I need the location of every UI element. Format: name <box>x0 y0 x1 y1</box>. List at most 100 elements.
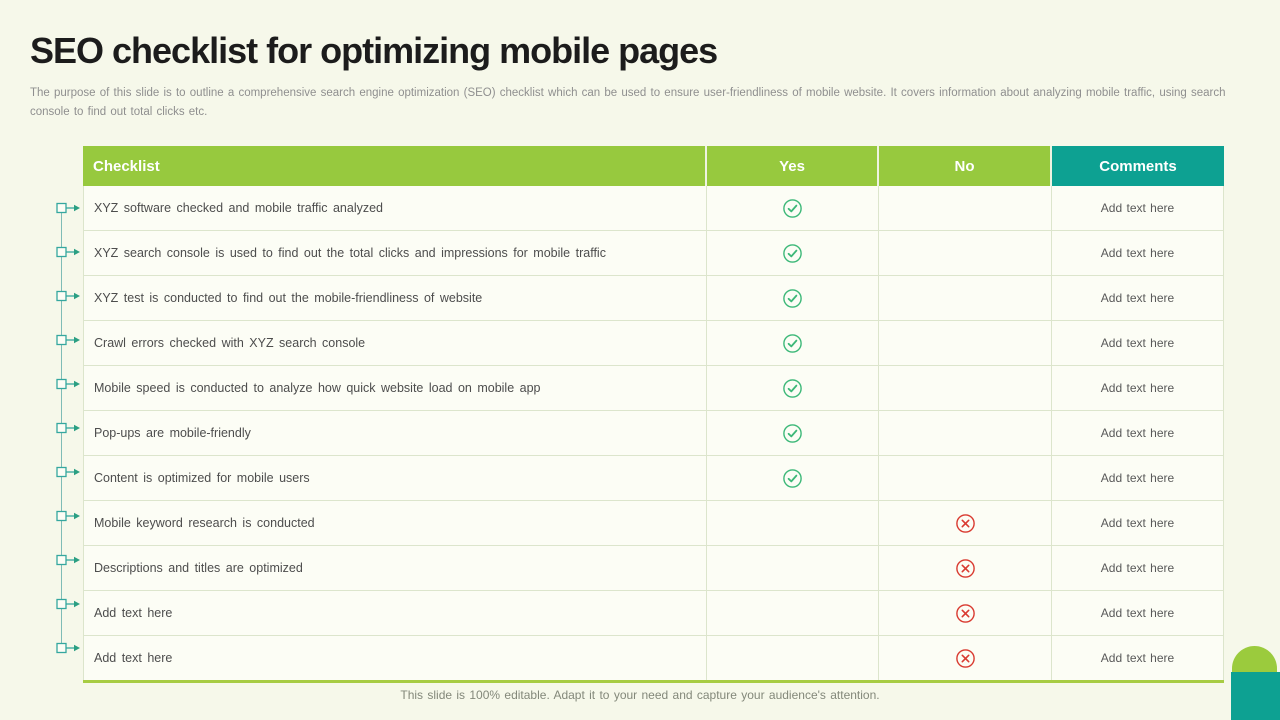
cross-circle-icon <box>955 648 976 669</box>
comment-cell[interactable]: Add text here <box>1052 591 1224 635</box>
checklist-cell[interactable]: XYZ software checked and mobile traffic … <box>83 186 707 230</box>
square-arrow-icon <box>56 466 82 478</box>
header-cell-no: No <box>879 146 1052 186</box>
comment-cell-text: Add text here <box>1100 381 1175 395</box>
comment-cell[interactable]: Add text here <box>1052 321 1224 365</box>
checklist-cell[interactable]: Mobile keyword research is conducted <box>83 501 707 545</box>
no-cell[interactable] <box>879 276 1052 320</box>
check-circle-icon <box>782 243 803 264</box>
square-arrow-icon <box>56 246 82 258</box>
corner-semicircle-shape <box>1232 646 1277 673</box>
checklist-cell[interactable]: Descriptions and titles are optimized <box>83 546 707 590</box>
checklist-cell[interactable]: Crawl errors checked with XYZ search con… <box>83 321 707 365</box>
comment-cell[interactable]: Add text here <box>1052 231 1224 275</box>
footer-note: This slide is 100% editable. Adapt it to… <box>400 688 880 702</box>
no-cell[interactable] <box>879 501 1052 545</box>
row-label: Add text here <box>94 651 173 665</box>
comment-cell[interactable]: Add text here <box>1052 546 1224 590</box>
no-cell[interactable] <box>879 456 1052 500</box>
row-label: Mobile speed is conducted to analyze how… <box>94 381 541 395</box>
table-row: Add text here Add text here <box>83 591 1224 636</box>
comment-cell[interactable]: Add text here <box>1052 186 1224 230</box>
yes-cell[interactable] <box>707 501 879 545</box>
checklist-cell[interactable]: Add text here <box>83 636 707 680</box>
cross-circle-icon <box>955 513 976 534</box>
comment-cell-text: Add text here <box>1100 426 1175 440</box>
comment-cell[interactable]: Add text here <box>1052 411 1224 455</box>
row-label: Descriptions and titles are optimized <box>94 561 303 575</box>
yes-cell[interactable] <box>707 186 879 230</box>
yes-cell[interactable] <box>707 546 879 590</box>
row-label: XYZ search console is used to find out t… <box>94 246 606 260</box>
square-arrow-icon <box>56 554 82 566</box>
table-row: Content is optimized for mobile users Ad… <box>83 456 1224 501</box>
no-cell[interactable] <box>879 321 1052 365</box>
table-row: XYZ software checked and mobile traffic … <box>83 186 1224 231</box>
cross-circle-icon <box>955 558 976 579</box>
yes-cell[interactable] <box>707 591 879 635</box>
comment-cell[interactable]: Add text here <box>1052 636 1224 680</box>
comment-cell-text: Add text here <box>1100 471 1175 485</box>
checklist-cell[interactable]: Mobile speed is conducted to analyze how… <box>83 366 707 410</box>
row-markers <box>52 146 83 680</box>
check-circle-icon <box>782 468 803 489</box>
table-row: Descriptions and titles are optimized Ad… <box>83 546 1224 591</box>
cross-circle-icon <box>955 603 976 624</box>
comment-cell[interactable]: Add text here <box>1052 276 1224 320</box>
square-arrow-icon <box>56 642 82 654</box>
yes-cell[interactable] <box>707 411 879 455</box>
row-label: XYZ test is conducted to find out the mo… <box>94 291 483 305</box>
check-circle-icon <box>782 198 803 219</box>
no-cell[interactable] <box>879 636 1052 680</box>
square-arrow-icon <box>56 334 82 346</box>
no-cell[interactable] <box>879 411 1052 455</box>
square-arrow-icon <box>56 598 82 610</box>
row-label: XYZ software checked and mobile traffic … <box>94 201 383 215</box>
table-row: Pop-ups are mobile-friendly Add text her… <box>83 411 1224 456</box>
square-arrow-icon <box>56 290 82 302</box>
checklist-cell[interactable]: XYZ search console is used to find out t… <box>83 231 707 275</box>
seo-checklist-table: Checklist Yes No Comments XYZ software c… <box>56 146 1224 683</box>
page-subtitle[interactable]: The purpose of this slide is to outline … <box>30 87 1226 118</box>
comment-cell[interactable]: Add text here <box>1052 366 1224 410</box>
check-circle-icon <box>782 378 803 399</box>
yes-cell[interactable] <box>707 456 879 500</box>
corner-bar-shape <box>1231 672 1280 720</box>
row-label: Pop-ups are mobile-friendly <box>94 426 251 440</box>
yes-cell[interactable] <box>707 231 879 275</box>
yes-cell[interactable] <box>707 366 879 410</box>
no-cell[interactable] <box>879 231 1052 275</box>
yes-cell[interactable] <box>707 636 879 680</box>
comment-cell[interactable]: Add text here <box>1052 456 1224 500</box>
yes-cell[interactable] <box>707 321 879 365</box>
table-row: Mobile speed is conducted to analyze how… <box>83 366 1224 411</box>
checklist-cell[interactable]: Content is optimized for mobile users <box>83 456 707 500</box>
comment-cell-text: Add text here <box>1100 336 1175 350</box>
square-arrow-icon <box>56 202 82 214</box>
table-row: XYZ search console is used to find out t… <box>83 231 1224 276</box>
row-label: Content is optimized for mobile users <box>94 471 310 485</box>
no-cell[interactable] <box>879 186 1052 230</box>
comment-cell-text: Add text here <box>1100 516 1175 530</box>
row-label: Mobile keyword research is conducted <box>94 516 315 530</box>
checklist-cell[interactable]: Add text here <box>83 591 707 635</box>
comment-cell-text: Add text here <box>1100 201 1175 215</box>
table-row: XYZ test is conducted to find out the mo… <box>83 276 1224 321</box>
header-cell-comments: Comments <box>1052 146 1224 186</box>
table-row: Crawl errors checked with XYZ search con… <box>83 321 1224 366</box>
yes-cell[interactable] <box>707 276 879 320</box>
no-cell[interactable] <box>879 366 1052 410</box>
no-cell[interactable] <box>879 591 1052 635</box>
page-title[interactable]: SEO checklist for optimizing mobile page… <box>30 30 718 71</box>
square-arrow-icon <box>56 422 82 434</box>
row-label: Add text here <box>94 606 173 620</box>
checklist-cell[interactable]: XYZ test is conducted to find out the mo… <box>83 276 707 320</box>
no-cell[interactable] <box>879 546 1052 590</box>
checklist-cell[interactable]: Pop-ups are mobile-friendly <box>83 411 707 455</box>
comment-cell-text: Add text here <box>1100 291 1175 305</box>
check-circle-icon <box>782 423 803 444</box>
check-circle-icon <box>782 333 803 354</box>
check-circle-icon <box>782 288 803 309</box>
comment-cell[interactable]: Add text here <box>1052 501 1224 545</box>
table-rows: XYZ software checked and mobile traffic … <box>83 186 1224 680</box>
